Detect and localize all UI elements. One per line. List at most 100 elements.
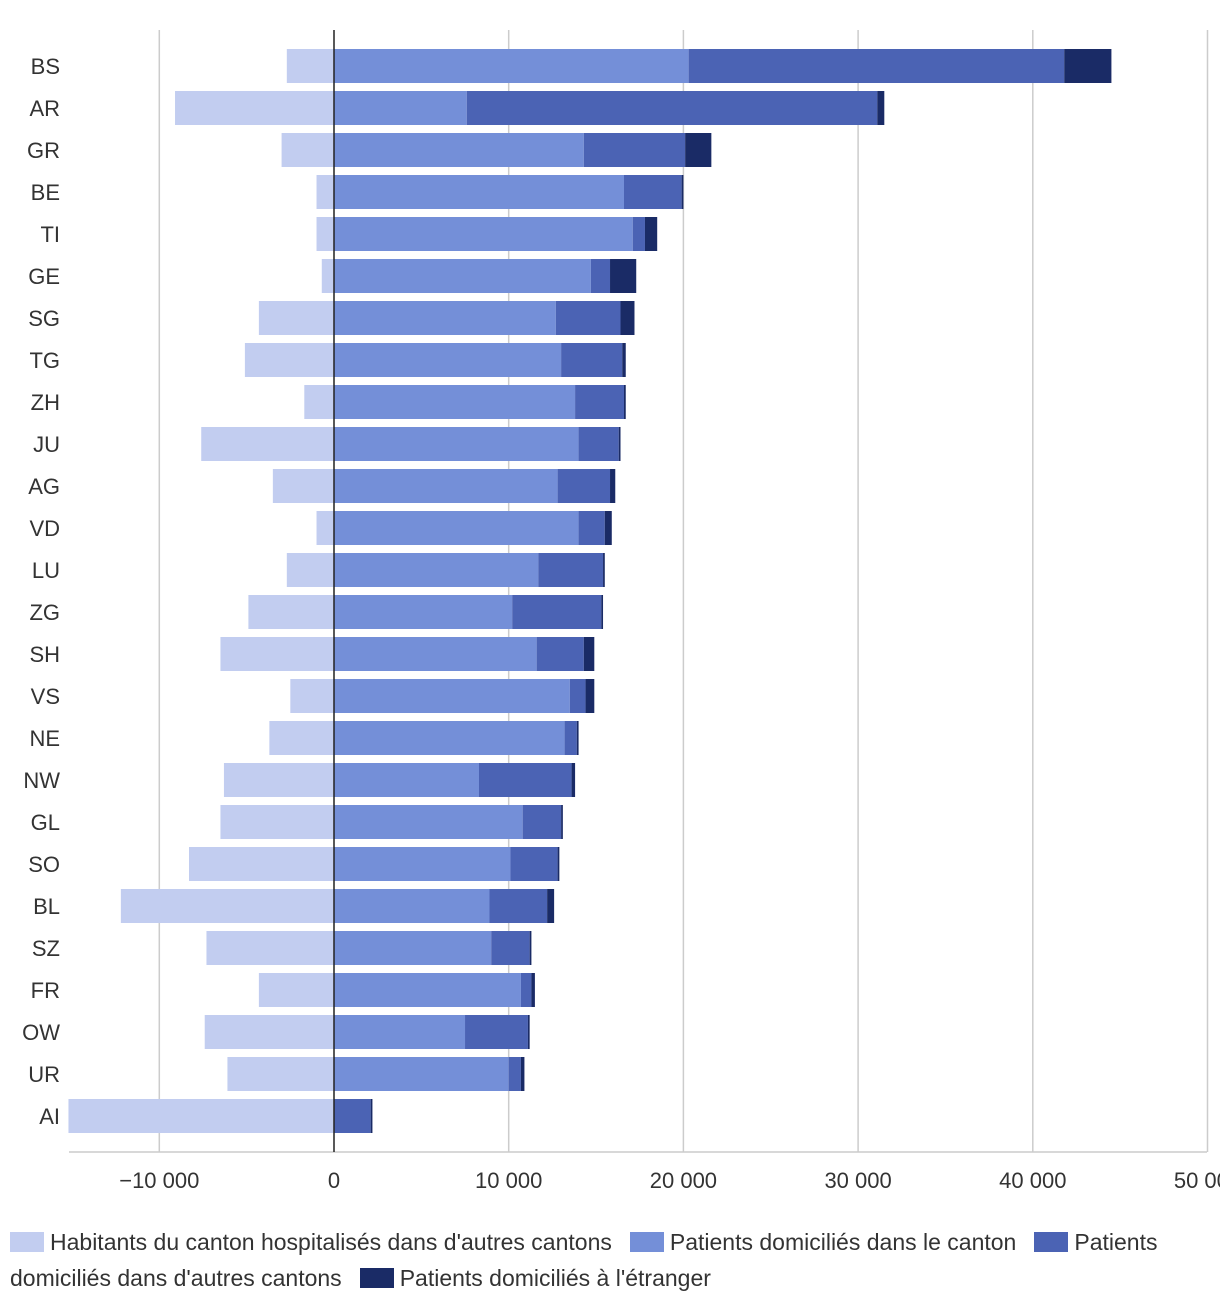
category-label: AI [39, 1104, 60, 1129]
bar-vs-series-2 [569, 679, 586, 713]
bar-zh-series-0 [304, 385, 334, 419]
bar-bs-series-0 [286, 49, 334, 83]
category-label: NW [23, 768, 60, 793]
bar-bs-series-1 [334, 49, 689, 83]
category-label: SZ [32, 936, 60, 961]
bar-bl-series-0 [120, 889, 334, 923]
bar-zg-series-3 [601, 595, 604, 629]
bar-sz-series-2 [491, 931, 530, 965]
x-tick-label: 20 000 [650, 1168, 717, 1190]
bar-ti-series-0 [316, 217, 334, 251]
bar-ow-series-1 [334, 1015, 466, 1049]
bar-ag-series-2 [557, 469, 611, 503]
bar-nw-series-0 [223, 763, 334, 797]
legend-item: Patients domiciliés à l'étranger [359, 1265, 711, 1291]
category-label: SH [29, 642, 60, 667]
legend-swatch [10, 1232, 44, 1252]
bar-sh-series-0 [220, 637, 334, 671]
bar-ur-series-1 [334, 1057, 509, 1091]
bar-ge-series-1 [334, 259, 591, 293]
bar-ai-series-0 [68, 1099, 335, 1133]
bar-zg-series-0 [248, 595, 334, 629]
bar-bl-series-3 [547, 889, 555, 923]
bar-ai-series-3 [370, 1099, 373, 1133]
bar-sz-series-1 [334, 931, 492, 965]
bar-tg-series-2 [561, 343, 623, 377]
bar-vs-series-1 [334, 679, 570, 713]
bar-zh-series-1 [334, 385, 576, 419]
bar-gr-series-1 [334, 133, 584, 167]
legend-label: Habitants du canton hospitalisés dans d'… [50, 1229, 612, 1255]
stacked-bar-chart: BS AR GR BE TI GE SG TG ZH JU AG VD LU ZG SH VS NE NW GL SO… [22, 30, 1220, 1193]
bar-ge-series-0 [321, 259, 334, 293]
legend-item: Habitants du canton hospitalisés dans d'… [10, 1229, 612, 1255]
category-label: GR [27, 138, 60, 163]
bar-bl-series-1 [334, 889, 490, 923]
bar-lu-series-0 [286, 553, 334, 587]
bar-sg-series-0 [258, 301, 334, 335]
bar-ow-series-0 [204, 1015, 334, 1049]
bar-ai-series-2 [334, 1099, 371, 1133]
legend-label: Patients domiciliés dans le canton [669, 1229, 1017, 1255]
category-label: BE [31, 180, 60, 205]
bar-be-series-1 [334, 175, 625, 209]
bar-bl-series-2 [489, 889, 548, 923]
bar-ju-series-3 [618, 427, 621, 461]
bar-ur-series-2 [508, 1057, 521, 1091]
bar-ge-series-3 [610, 259, 637, 293]
category-label: OW [22, 1020, 60, 1045]
bar-sh-series-1 [334, 637, 537, 671]
bar-tg-series-0 [244, 343, 334, 377]
bar-sh-series-2 [536, 637, 584, 671]
bar-gl-series-3 [561, 805, 563, 839]
x-tick-label: 30 000 [824, 1168, 891, 1190]
bar-be-series-3 [681, 175, 684, 209]
category-label: SG [28, 306, 60, 331]
legend-swatch [359, 1268, 394, 1288]
bar-nw-series-2 [479, 763, 572, 797]
legend-swatch [1034, 1232, 1069, 1252]
bar-be-series-0 [316, 175, 334, 209]
x-tick-labels: −10 000 0 10 000 20 000 30 000 40 000 50 000 [119, 1168, 1220, 1193]
bar-bs-series-2 [688, 49, 1065, 83]
bar-nw-series-3 [571, 763, 576, 797]
x-tick-label: −10 000 [119, 1168, 199, 1190]
category-label: ZH [31, 390, 60, 415]
legend: Habitants du canton hospitalisés dans d'… [10, 1224, 1215, 1296]
bar-sh-series-3 [583, 637, 595, 671]
bar-fr-series-1 [334, 973, 521, 1007]
category-label: BL [33, 894, 60, 919]
bar-gr-series-2 [583, 133, 686, 167]
category-label: AG [28, 474, 60, 499]
x-tick-label: 50 000 [1174, 1168, 1220, 1190]
legend-item: Patients domiciliés dans le canton [629, 1229, 1017, 1255]
bar-fr-series-2 [520, 973, 532, 1007]
bar-zh-series-2 [575, 385, 625, 419]
bar-so-series-0 [188, 847, 334, 881]
bar-ow-series-3 [527, 1015, 530, 1049]
category-label: ZG [29, 600, 60, 625]
bar-ar-series-0 [175, 91, 334, 125]
bar-lu-series-3 [603, 553, 605, 587]
category-label: LU [32, 558, 60, 583]
x-tick-label: 0 [328, 1168, 340, 1190]
bar-zg-series-1 [334, 595, 513, 629]
bar-ge-series-2 [590, 259, 611, 293]
bar-ti-series-3 [644, 217, 658, 251]
category-label: BS [31, 54, 60, 79]
bar-sz-series-3 [529, 931, 532, 965]
bar-vd-series-2 [578, 511, 605, 545]
bar-ne-series-1 [334, 721, 565, 755]
bar-sg-series-3 [620, 301, 635, 335]
bar-sg-series-2 [555, 301, 621, 335]
bar-lu-series-1 [334, 553, 539, 587]
bar-ne-series-3 [576, 721, 579, 755]
bar-so-series-3 [557, 847, 560, 881]
bar-vd-series-0 [316, 511, 334, 545]
bar-ag-series-1 [334, 469, 558, 503]
category-label: AR [29, 96, 60, 121]
chart-area: BS AR GR BE TI GE SG TG ZH JU AG VD LU ZG SH VS NE NW GL SO… [22, 30, 1220, 1193]
legend-item: Patients domiciliés dans d'autres canton… [10, 1229, 1157, 1291]
bar-sz-series-0 [206, 931, 334, 965]
bar-vs-series-3 [585, 679, 595, 713]
